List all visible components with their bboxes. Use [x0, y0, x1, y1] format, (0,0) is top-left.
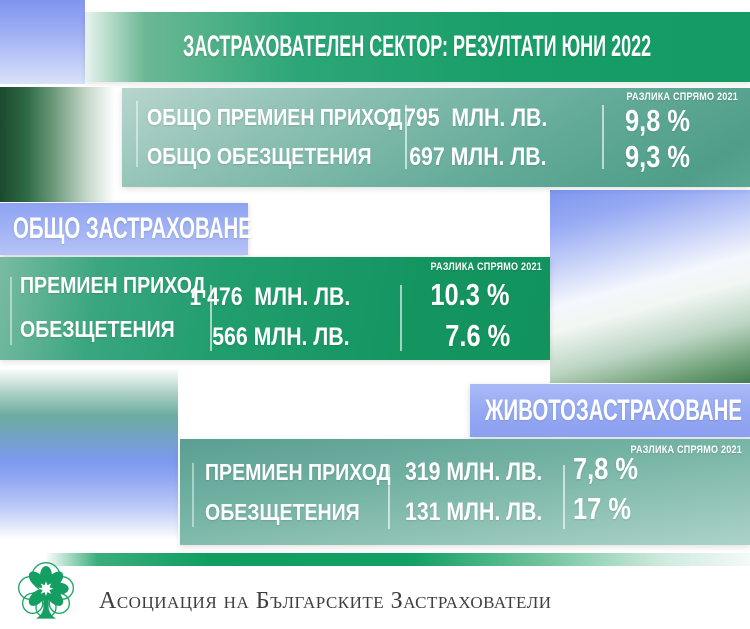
metric-label: ОБЩО ОБЕЗЩЕТЕНИЯ: [147, 142, 372, 169]
metric-value: 319 МЛН. ЛВ.: [405, 457, 543, 486]
section-header-general-insurance: ОБЩО ЗАСТРАХОВАНЕ: [0, 203, 252, 255]
column-divider: [405, 105, 407, 169]
metric-label: ПРЕМИЕН ПРИХОД: [205, 458, 391, 485]
diff-vs-2021-label: РАЗЛИКА СПРЯМО 2021: [430, 261, 542, 273]
decor-left-dark-green-band: [0, 87, 122, 202]
section-heading: ОБЩО ЗАСТРАХОВАНЕ: [13, 212, 252, 245]
accent-line: [136, 101, 138, 167]
metric-diff-percent: 7.6 %: [444, 318, 510, 353]
metric-diff-percent: 17 %: [573, 491, 631, 526]
decor-top-left-blue-panel: [0, 0, 85, 84]
metric-value: 1 795 МЛН. ЛВ.: [386, 103, 547, 132]
metric-label: ОБЕЗЩЕТЕНИЯ: [205, 498, 360, 525]
decor-right-gradient-panel: [550, 190, 750, 383]
metric-label: ОБЕЗЩЕТЕНИЯ: [20, 315, 175, 342]
decor-left-teal-blue-band: [0, 368, 178, 545]
general-insurance-block: РАЗЛИКА СПРЯМО 2021 ПРЕМИЕН ПРИХОД ОБЕЗЩ…: [0, 257, 550, 360]
abz-tree-logo-icon: [18, 562, 74, 619]
metric-value: 566 МЛН. ЛВ.: [212, 322, 350, 351]
association-name: Асоциация на Българските Застрахователи: [99, 587, 552, 614]
column-divider: [210, 285, 212, 351]
diff-vs-2021-label: РАЗЛИКА СПРЯМО 2021: [630, 444, 742, 456]
metric-diff-percent: 7,8 %: [573, 451, 639, 486]
diff-vs-2021-label: РАЗЛИКА СПРЯМО 2021: [626, 91, 738, 103]
metric-label: ПРЕМИЕН ПРИХОД: [20, 271, 206, 298]
life-insurance-block: РАЗЛИКА СПРЯМО 2021 ПРЕМИЕН ПРИХОД ОБЕЗЩ…: [180, 439, 750, 545]
column-divider: [563, 465, 565, 529]
sector-totals-block: РАЗЛИКА СПРЯМО 2021 ОБЩО ПРЕМИЕН ПРИХОД …: [122, 88, 750, 187]
metric-value: 697 МЛН. ЛВ.: [409, 142, 547, 171]
column-divider: [602, 105, 604, 169]
metric-diff-percent: 9,8 %: [625, 103, 691, 138]
column-divider: [400, 285, 402, 351]
column-divider: [388, 465, 390, 529]
metric-value: 1 476 МЛН. ЛВ.: [189, 282, 350, 311]
section-heading: ЖИВОТОЗАСТРАХОВАНЕ: [485, 393, 742, 427]
section-header-life-insurance: ЖИВОТОЗАСТРАХОВАНЕ: [470, 384, 750, 437]
title-banner: ЗАСТРАХОВАТЕЛЕН СЕКТОР: РЕЗУЛТАТИ ЮНИ 20…: [85, 12, 750, 82]
accent-line: [192, 463, 194, 527]
metric-value: 131 МЛН. ЛВ.: [405, 497, 543, 526]
metric-label: ОБЩО ПРЕМИЕН ПРИХОД: [147, 103, 403, 130]
page-title: ЗАСТРАХОВАТЕЛЕН СЕКТОР: РЕЗУЛТАТИ ЮНИ 20…: [183, 30, 652, 63]
metric-diff-percent: 9,3 %: [625, 139, 691, 174]
metric-diff-percent: 10.3 %: [430, 277, 510, 312]
accent-line: [10, 277, 12, 345]
footer-green-bar: [0, 553, 750, 566]
